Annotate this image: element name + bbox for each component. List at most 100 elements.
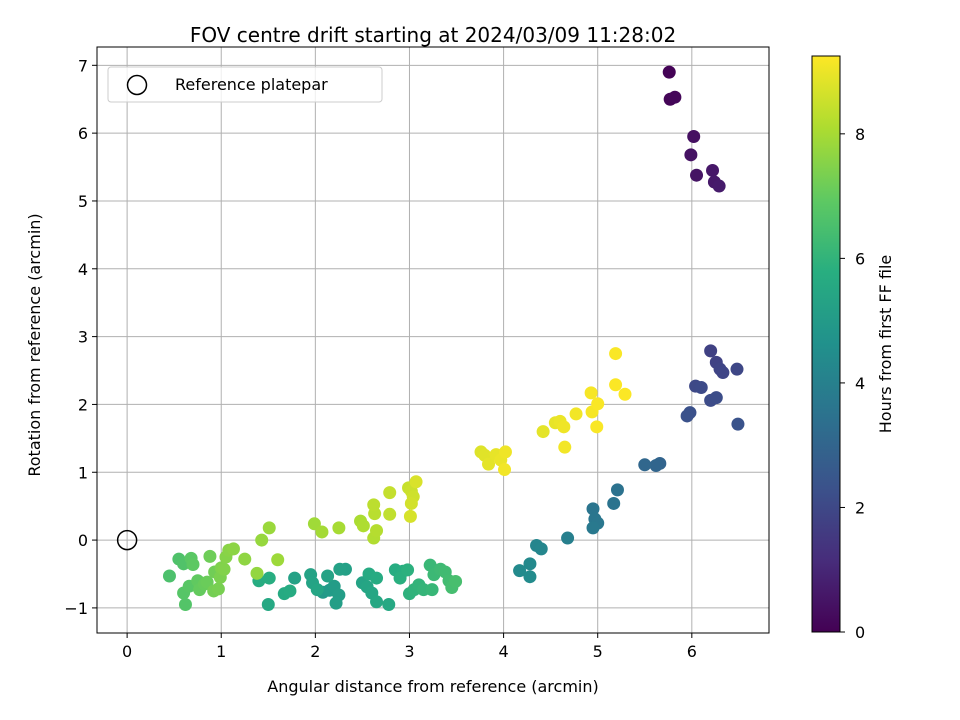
scatter-point — [523, 570, 537, 584]
scatter-point — [370, 524, 384, 538]
scatter-point — [731, 417, 745, 431]
scatter-point — [668, 90, 682, 104]
y-tick-label: 3 — [78, 328, 88, 347]
scatter-point — [730, 362, 744, 376]
reference-marker — [116, 529, 138, 551]
scatter-point — [315, 525, 329, 539]
scatter-point — [356, 519, 370, 533]
scatter-point — [370, 595, 384, 609]
scatter-point — [680, 409, 694, 423]
legend-box — [107, 66, 383, 103]
scatter-point — [712, 179, 726, 193]
scatter-point — [178, 598, 192, 612]
scatter-point — [203, 549, 217, 563]
y-tick-label: 5 — [78, 192, 88, 211]
x-tick-label: 6 — [687, 642, 697, 661]
scatter-point — [321, 569, 335, 583]
scatter-point — [687, 130, 701, 144]
scatter-point — [662, 65, 676, 79]
scatter-point — [586, 521, 600, 535]
scatter-point — [591, 397, 605, 411]
scatter-point — [262, 571, 276, 585]
scatter-point — [217, 562, 231, 576]
scatter-point — [162, 569, 176, 583]
x-tick-label: 0 — [122, 642, 132, 661]
scatter-point — [449, 574, 463, 588]
colorbar-tick-label: 4 — [855, 374, 865, 393]
x-tick-label: 2 — [310, 642, 320, 661]
scatter-point — [618, 387, 632, 401]
scatter-point — [403, 509, 417, 523]
x-tick-label: 5 — [593, 642, 603, 661]
y-tick-label: 1 — [78, 463, 88, 482]
scatter-point — [211, 582, 225, 596]
colorbar: 0 2 4 6 8 Hours from first FF file — [811, 55, 895, 642]
scatter-point — [569, 407, 583, 421]
scatter-point — [561, 531, 575, 545]
colorbar-tick-label: 0 — [855, 623, 865, 642]
scatter-point — [558, 440, 572, 454]
scatter-point — [404, 496, 418, 510]
scatter-point — [261, 598, 275, 612]
scatter-point — [226, 542, 240, 556]
scatter-point — [590, 420, 604, 434]
scatter-point — [401, 563, 415, 577]
scatter-point — [694, 380, 708, 394]
scatter-point — [609, 347, 623, 361]
y-tick-label: 7 — [78, 56, 88, 75]
scatter-point — [482, 457, 496, 471]
scatter-point — [383, 507, 397, 521]
scatter-point — [383, 486, 397, 500]
scatter-point — [513, 564, 527, 578]
legend-label: Reference platepar — [175, 75, 328, 94]
x-tick-label: 3 — [404, 642, 414, 661]
scatter-point — [288, 571, 302, 585]
legend: Reference platepar — [107, 66, 383, 103]
scatter-point — [498, 463, 512, 477]
scatter-point — [536, 425, 550, 439]
x-axis-title: Angular distance from reference (arcmin) — [267, 677, 598, 696]
scatter-point — [584, 386, 598, 400]
scatter-point — [367, 498, 381, 512]
scatter-point — [186, 557, 200, 571]
scatter-point — [250, 566, 264, 580]
scatter-point — [271, 553, 285, 567]
y-tick-label: 6 — [78, 124, 88, 143]
colorbar-title: Hours from first FF file — [876, 255, 895, 434]
y-axis-ticks: −1 0 1 2 3 4 5 6 7 — [64, 56, 97, 618]
scatter-point — [607, 496, 621, 510]
scatter-point — [333, 562, 347, 576]
colorbar-tick-label: 6 — [855, 249, 865, 268]
y-tick-label: 4 — [78, 260, 88, 279]
grid — [97, 47, 769, 633]
scatter-point — [310, 583, 324, 597]
scatter-point — [610, 483, 624, 497]
scatter-point — [238, 552, 252, 566]
plot-frame — [96, 46, 770, 634]
scatter-point — [557, 420, 571, 434]
colorbar-gradient — [811, 55, 841, 633]
chart-title: FOV centre drift starting at 2024/03/09 … — [190, 23, 676, 47]
scatter-point — [609, 378, 623, 392]
scatter-point — [649, 458, 663, 472]
scatter-point — [382, 598, 396, 612]
y-tick-label: 2 — [78, 395, 88, 414]
scatter-point — [370, 571, 384, 585]
scatter-point — [425, 583, 439, 597]
y-tick-label: −1 — [64, 599, 88, 618]
scatter-point — [283, 584, 297, 598]
reference-point — [116, 529, 138, 551]
colorbar-ticks: 0 2 4 6 8 — [840, 125, 865, 642]
scatter-point — [329, 596, 343, 610]
scatter-point — [409, 475, 423, 489]
scatter-point — [586, 502, 600, 516]
scatter-point — [706, 163, 720, 177]
y-tick-label: 0 — [78, 531, 88, 550]
scatter-point — [498, 445, 512, 459]
scatter-point — [704, 344, 718, 358]
scatter-point — [332, 521, 346, 535]
x-tick-label: 1 — [216, 642, 226, 661]
scatter-point — [255, 533, 269, 547]
scatter-point — [716, 366, 730, 380]
